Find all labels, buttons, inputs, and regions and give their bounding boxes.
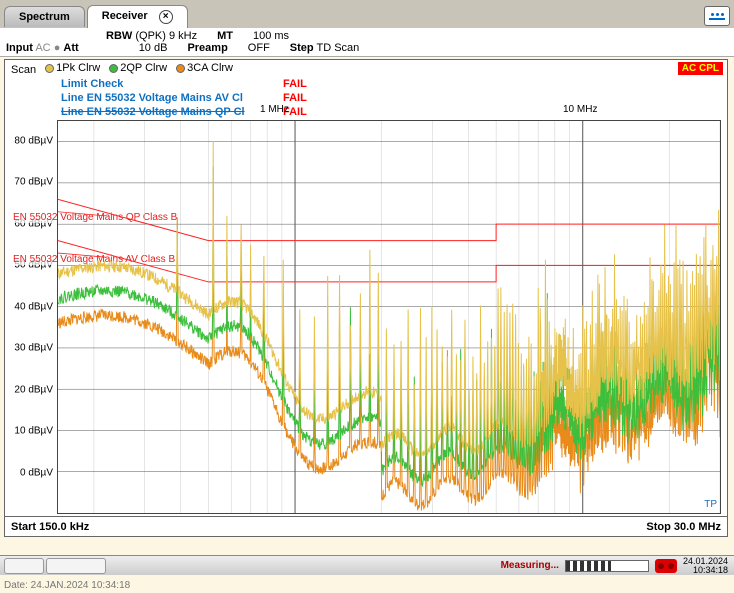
record-icon bbox=[655, 559, 677, 573]
status-datetime: 24.01.2024 10:34:18 bbox=[683, 557, 728, 575]
tab-receiver-label: Receiver bbox=[102, 10, 148, 22]
tab-receiver[interactable]: Receiver × bbox=[87, 5, 188, 28]
ac-value: AC bbox=[35, 42, 50, 54]
status-time: 10:34:18 bbox=[683, 566, 728, 575]
spectrum-plot bbox=[57, 120, 721, 514]
att-label: Att bbox=[63, 42, 78, 54]
trace3-label: 3CA Clrw bbox=[187, 62, 233, 74]
close-icon[interactable]: × bbox=[159, 10, 173, 24]
status-seg-2 bbox=[46, 558, 106, 574]
mt-value: 100 ms bbox=[253, 30, 289, 42]
status-bar: Measuring... 24.01.2024 10:34:18 bbox=[0, 555, 734, 575]
layout-icon[interactable] bbox=[704, 6, 730, 26]
fail-top: FAIL bbox=[283, 78, 307, 90]
limit-line-av: Line EN 55032 Voltage Mains AV Cl bbox=[61, 92, 243, 104]
start-freq: Start 150.0 kHz bbox=[11, 521, 89, 533]
rbw-label: RBW bbox=[106, 30, 132, 42]
step-value: TD Scan bbox=[317, 42, 360, 54]
status-seg-1 bbox=[4, 558, 44, 574]
tab-bar: Spectrum Receiver × bbox=[0, 0, 734, 28]
scan-label: Scan bbox=[11, 64, 36, 76]
param-panel: RBW (QPK) 9 kHz MT 100 ms Input AC ● Att… bbox=[0, 28, 734, 57]
y-axis-labels: 0 dBµV10 dBµV20 dBµV30 dBµV40 dBµV50 dBµ… bbox=[5, 120, 57, 514]
trace-legend: Scan 1Pk Clrw 2QP Clrw 3CA Clrw bbox=[11, 62, 239, 76]
att-value: 10 dB bbox=[139, 42, 168, 54]
start-stop-bar: Start 150.0 kHz Stop 30.0 MHz bbox=[5, 516, 727, 536]
limit-check-label: Limit Check bbox=[61, 78, 123, 90]
trace2-label: 2QP Clrw bbox=[120, 62, 167, 74]
step-label: Step bbox=[290, 42, 314, 54]
preamp-value: OFF bbox=[248, 42, 270, 54]
mt-label: MT bbox=[217, 30, 233, 42]
limit-line-qp: Line EN 55032 Voltage Mains QP Cl bbox=[61, 106, 245, 118]
tab-spectrum[interactable]: Spectrum bbox=[4, 6, 85, 27]
ac-cpl-badge: AC CPL bbox=[678, 62, 723, 75]
stop-freq: Stop 30.0 MHz bbox=[646, 521, 721, 533]
measuring-label: Measuring... bbox=[501, 560, 559, 571]
plot-svg bbox=[58, 121, 720, 513]
chart-area: Scan 1Pk Clrw 2QP Clrw 3CA Clrw AC CPL L… bbox=[4, 59, 728, 537]
rbw-value: (QPK) 9 kHz bbox=[135, 30, 197, 42]
freq-10mhz: 10 MHz bbox=[563, 104, 597, 115]
tab-spectrum-label: Spectrum bbox=[19, 11, 70, 23]
freq-1mhz: 1 MHz bbox=[260, 104, 289, 115]
footer-date: Date: 24.JAN.2024 10:34:18 bbox=[4, 580, 130, 591]
trace1-label: 1Pk Clrw bbox=[56, 62, 100, 74]
input-label: Input bbox=[6, 42, 33, 54]
fail-av: FAIL bbox=[283, 92, 307, 104]
preamp-label: Preamp bbox=[187, 42, 227, 54]
progress-bar bbox=[565, 560, 649, 572]
